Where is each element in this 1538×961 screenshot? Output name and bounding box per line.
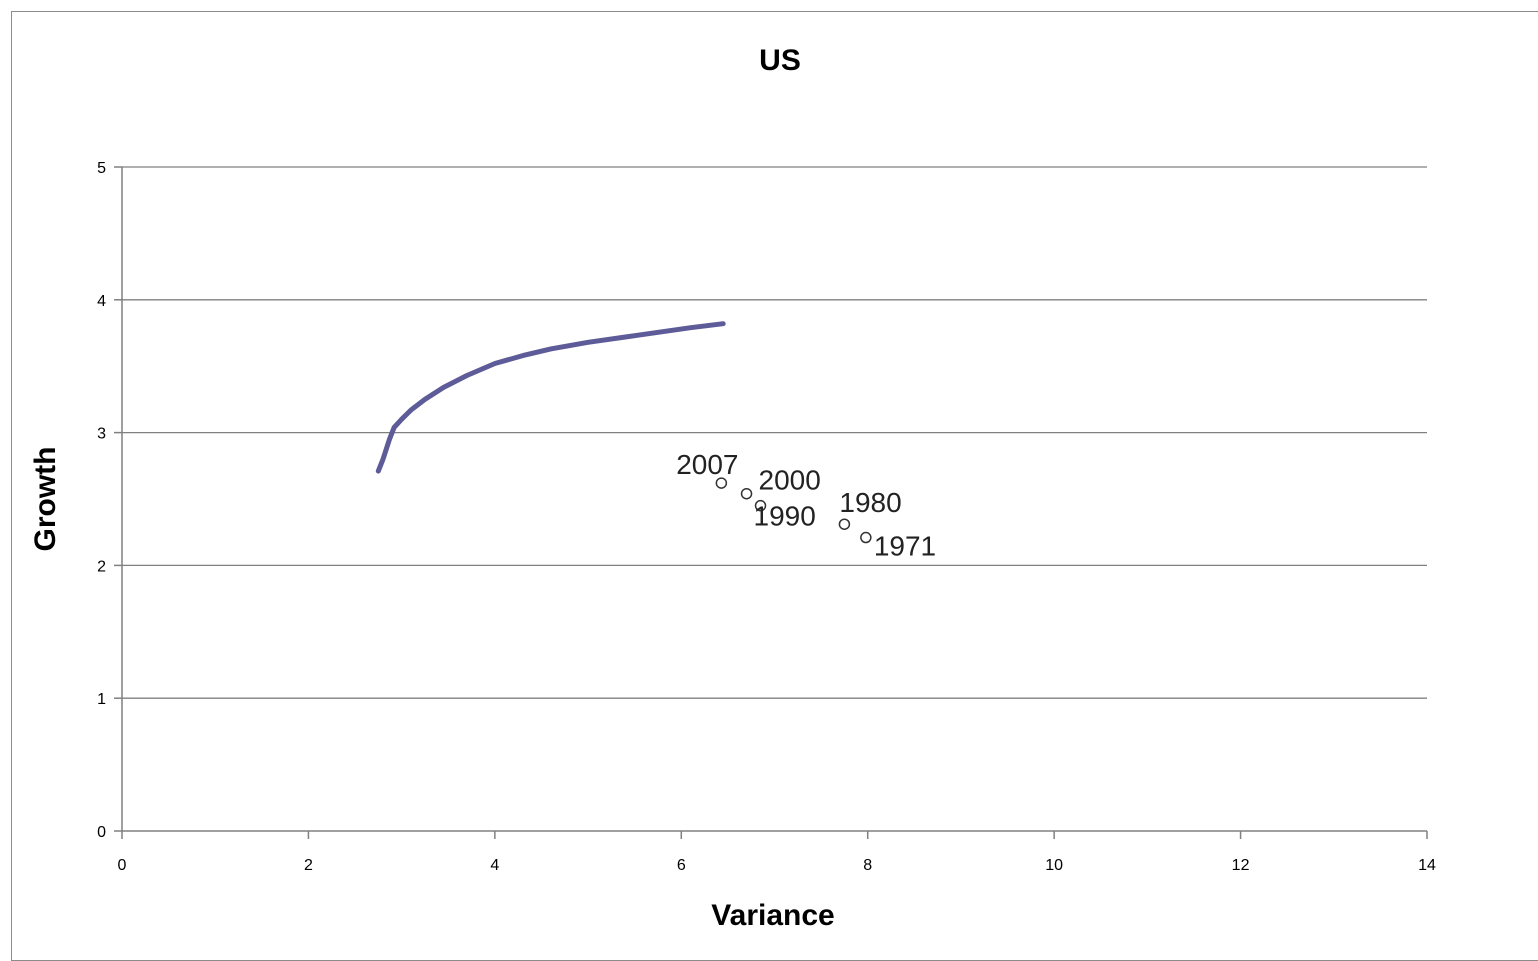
x-tick-label-4: 4 [490,857,499,874]
data-label-1971: 1971 [874,531,936,562]
y-axis-title: Growth [29,447,62,552]
y-tick-label-1: 1 [97,691,106,708]
x-tick-label-10: 10 [1045,857,1063,874]
curve-line [375,321,726,474]
data-label-1980: 1980 [839,487,901,518]
data-point-2000 [740,487,753,500]
x-tick-label-0: 0 [118,857,127,874]
y-tick-label-5: 5 [97,160,106,177]
data-label-1990: 1990 [754,501,816,532]
data-point-1990 [754,499,767,512]
x-tick-label-8: 8 [863,857,872,874]
x-axis-title: Variance [711,899,834,932]
y-tick-label-3: 3 [97,426,106,443]
data-point-2007 [715,477,728,489]
data-label-2000: 2000 [759,465,821,496]
y-tick-label-4: 4 [97,293,106,310]
x-tick-label-12: 12 [1232,857,1250,874]
x-tick-label-2: 2 [304,857,313,874]
x-tick-label-6: 6 [677,857,686,874]
y-tick-label-0: 0 [97,824,106,841]
chart-title: US [759,44,801,77]
data-point-1980 [838,518,851,530]
data-label-2007: 2007 [676,449,738,480]
chart-frame [11,11,1538,961]
x-tick-label-14: 14 [1418,857,1436,874]
data-point-1971 [860,531,872,544]
y-tick-label-2: 2 [97,558,106,575]
